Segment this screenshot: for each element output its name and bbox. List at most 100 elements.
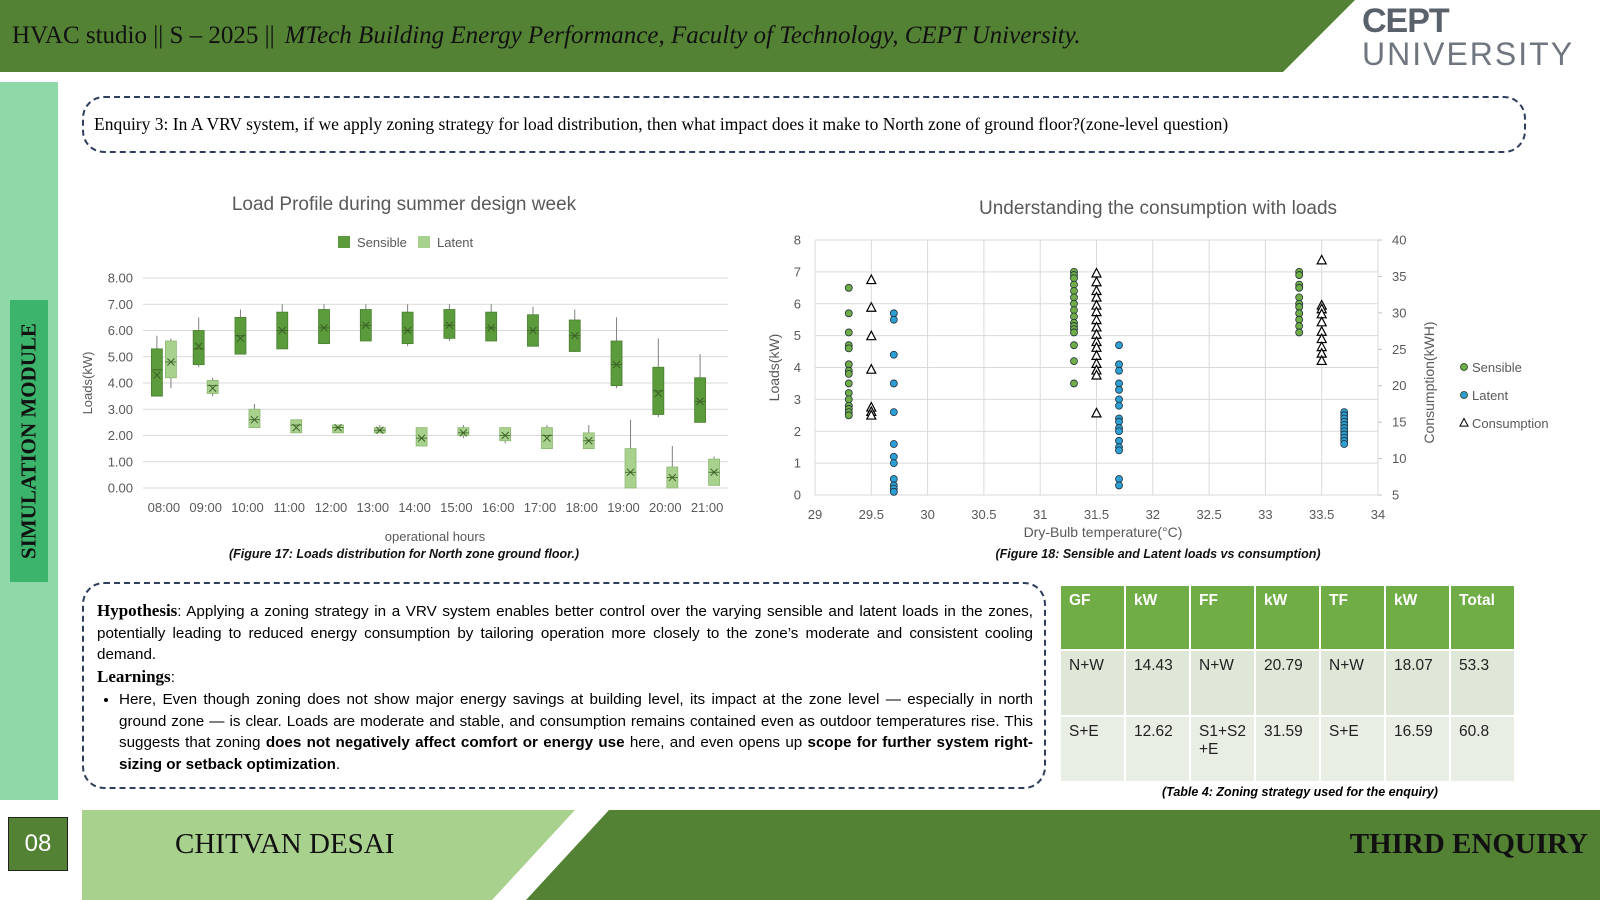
point [1295,328,1304,337]
learning-text: Here, Even though zoning does not show m… [119,690,1033,752]
header-bar [0,0,1355,72]
mean [362,321,370,330]
y-tick-label: 3 [794,392,801,407]
cell: S1+S2 +E [1191,717,1254,781]
y-tick-label: 0.00 [108,481,133,496]
learning-text: . [335,755,341,773]
mean [334,423,342,432]
mean [459,429,468,437]
point [889,487,898,496]
point [844,389,853,397]
point [1295,309,1304,318]
box [164,340,177,379]
learning-text: here, and even opens up [624,734,808,752]
point [1091,407,1102,418]
course: HVAC studio || S – 2025 || [12,22,275,49]
point [844,309,853,318]
box [694,377,707,423]
learning-text: scope for further system right-sizing or… [119,734,1033,773]
mean [501,431,509,440]
point [889,440,898,448]
point [1091,275,1102,287]
point [865,329,877,341]
point [1316,354,1328,366]
x-tick-label: 20:00 [649,500,682,515]
table-caption: (Table 4: Zoning strategy used for the e… [1162,785,1438,799]
point [1070,341,1078,350]
y2-tick-label: 40 [1392,233,1406,248]
hypothesis: Hypothesis: Applying a zoning strategy i… [97,600,1033,666]
mean [292,423,301,432]
mean [208,384,217,393]
y-tick-label: 7.00 [108,297,133,312]
x-axis-label: Dry-Bulb temperature(°C) [1024,524,1183,540]
y2-tick-label: 10 [1392,451,1406,466]
header-row: GF kW FF kW TF kW Total [1061,586,1514,649]
y2-tick-label: 15 [1392,415,1406,430]
cell: 20.79 [1256,651,1319,715]
learnings-list: Here, Even though zoning does not show m… [97,689,1033,776]
point [889,475,898,483]
x-tick-label: 09:00 [189,500,222,515]
point [889,408,898,417]
author: CHITVAN DESAI [175,828,395,860]
mean [445,321,454,330]
y-tick-label: 6.00 [108,323,133,338]
row: S+E 12.62 S1+S2 +E 31.59 S+E 16.59 60.8 [1061,717,1514,781]
y-tick-label: 8.00 [108,271,133,286]
mean [626,468,635,477]
x-tick-label: 15:00 [440,500,473,515]
point [1070,299,1078,308]
mean [153,371,161,379]
logo: CEPT UNIVERSITY [1362,4,1574,70]
hypothesis-text: : Applying a zoning strategy in a VRV sy… [97,603,1033,664]
point [1295,283,1304,292]
x-tick-label: 31 [1033,507,1047,522]
mean [376,426,384,435]
x-tick-label: 16:00 [482,500,515,515]
point [844,328,853,337]
y-tick-label: 5.00 [108,349,133,364]
point [1070,328,1078,337]
box [150,348,163,397]
point [1295,315,1304,324]
sidebar-tag [10,300,48,582]
point [1070,312,1078,321]
cell: S+E [1061,717,1124,781]
caption: (Figure 17: Loads distribution for North… [229,547,579,561]
point [1070,306,1078,315]
x-tick-label: 19:00 [607,500,640,515]
mean [194,342,203,351]
x-axis-label: operational hours [385,529,486,544]
point [865,363,877,374]
mean [487,324,495,332]
point [1115,366,1123,375]
y-tick-label: 1.00 [108,454,133,469]
point [889,459,898,468]
mean [236,334,245,343]
x-tick-label: 10:00 [231,500,264,515]
page-number: 08 [8,817,68,871]
mean [278,326,287,335]
cell: N+W [1321,651,1384,715]
header-cell: kW [1386,586,1449,649]
point [1115,401,1123,410]
enquiry: Enquiry 3: In A VRV system, if we apply … [82,96,1526,153]
point [889,379,898,388]
box [318,309,330,345]
box [332,424,344,434]
footer-dark [526,810,1600,900]
mean [529,326,537,335]
point [844,344,853,353]
box [401,311,414,345]
legend-marker [1460,363,1468,371]
point [865,301,877,312]
box [610,340,623,387]
box [485,311,498,342]
x-tick-label: 31.5 [1084,507,1109,522]
point [1115,385,1123,394]
point [1295,322,1304,330]
caption: (Figure 18: Sensible and Latent loads vs… [995,547,1320,561]
box [290,419,303,434]
learning-item: Here, Even though zoning does not show m… [119,689,1033,776]
